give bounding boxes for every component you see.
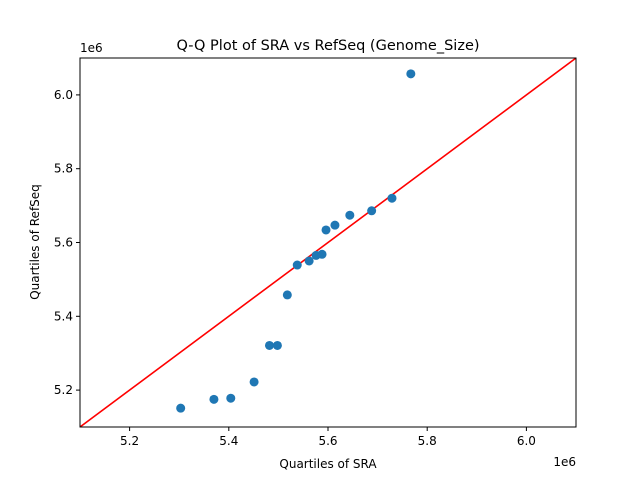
data-point	[176, 403, 186, 413]
data-point	[330, 220, 340, 230]
x-axis-ticks: 5.2 5.4 5.6 5.8 6.0	[120, 427, 536, 448]
y-tick-label: 5.4	[54, 309, 73, 323]
y-tick-label: 6.0	[54, 88, 73, 102]
y-tick-label: 5.8	[54, 162, 73, 176]
reference-line	[80, 58, 576, 427]
x-tick-label: 6.0	[517, 434, 536, 448]
y-axis-offset-label: 1e6	[80, 41, 103, 55]
x-tick-label: 5.4	[219, 434, 238, 448]
data-point	[226, 393, 236, 403]
reference-line-group	[80, 58, 576, 427]
x-tick-label: 5.2	[120, 434, 139, 448]
data-point	[272, 340, 282, 350]
x-axis-label: Quartiles of SRA	[279, 457, 377, 471]
y-axis-ticks: 5.2 5.4 5.6 5.8 6.0	[54, 88, 80, 397]
x-tick-label: 5.6	[318, 434, 337, 448]
chart-title: Q-Q Plot of SRA vs RefSeq (Genome_Size)	[176, 38, 479, 54]
data-point	[406, 69, 416, 79]
data-point	[249, 377, 259, 387]
data-point	[345, 210, 355, 220]
data-point	[317, 249, 327, 259]
data-point	[209, 394, 219, 404]
data-point	[282, 290, 292, 300]
x-tick-label: 5.8	[418, 434, 437, 448]
data-point	[321, 225, 331, 235]
data-points	[176, 69, 416, 413]
data-point	[264, 340, 274, 350]
y-axis-label: Quartiles of RefSeq	[28, 184, 42, 300]
data-point	[387, 193, 397, 203]
data-point	[292, 260, 302, 270]
data-point	[367, 206, 377, 216]
x-axis-offset-label: 1e6	[553, 455, 576, 469]
y-tick-label: 5.6	[54, 236, 73, 250]
y-tick-label: 5.2	[54, 383, 73, 397]
data-point	[304, 256, 314, 266]
